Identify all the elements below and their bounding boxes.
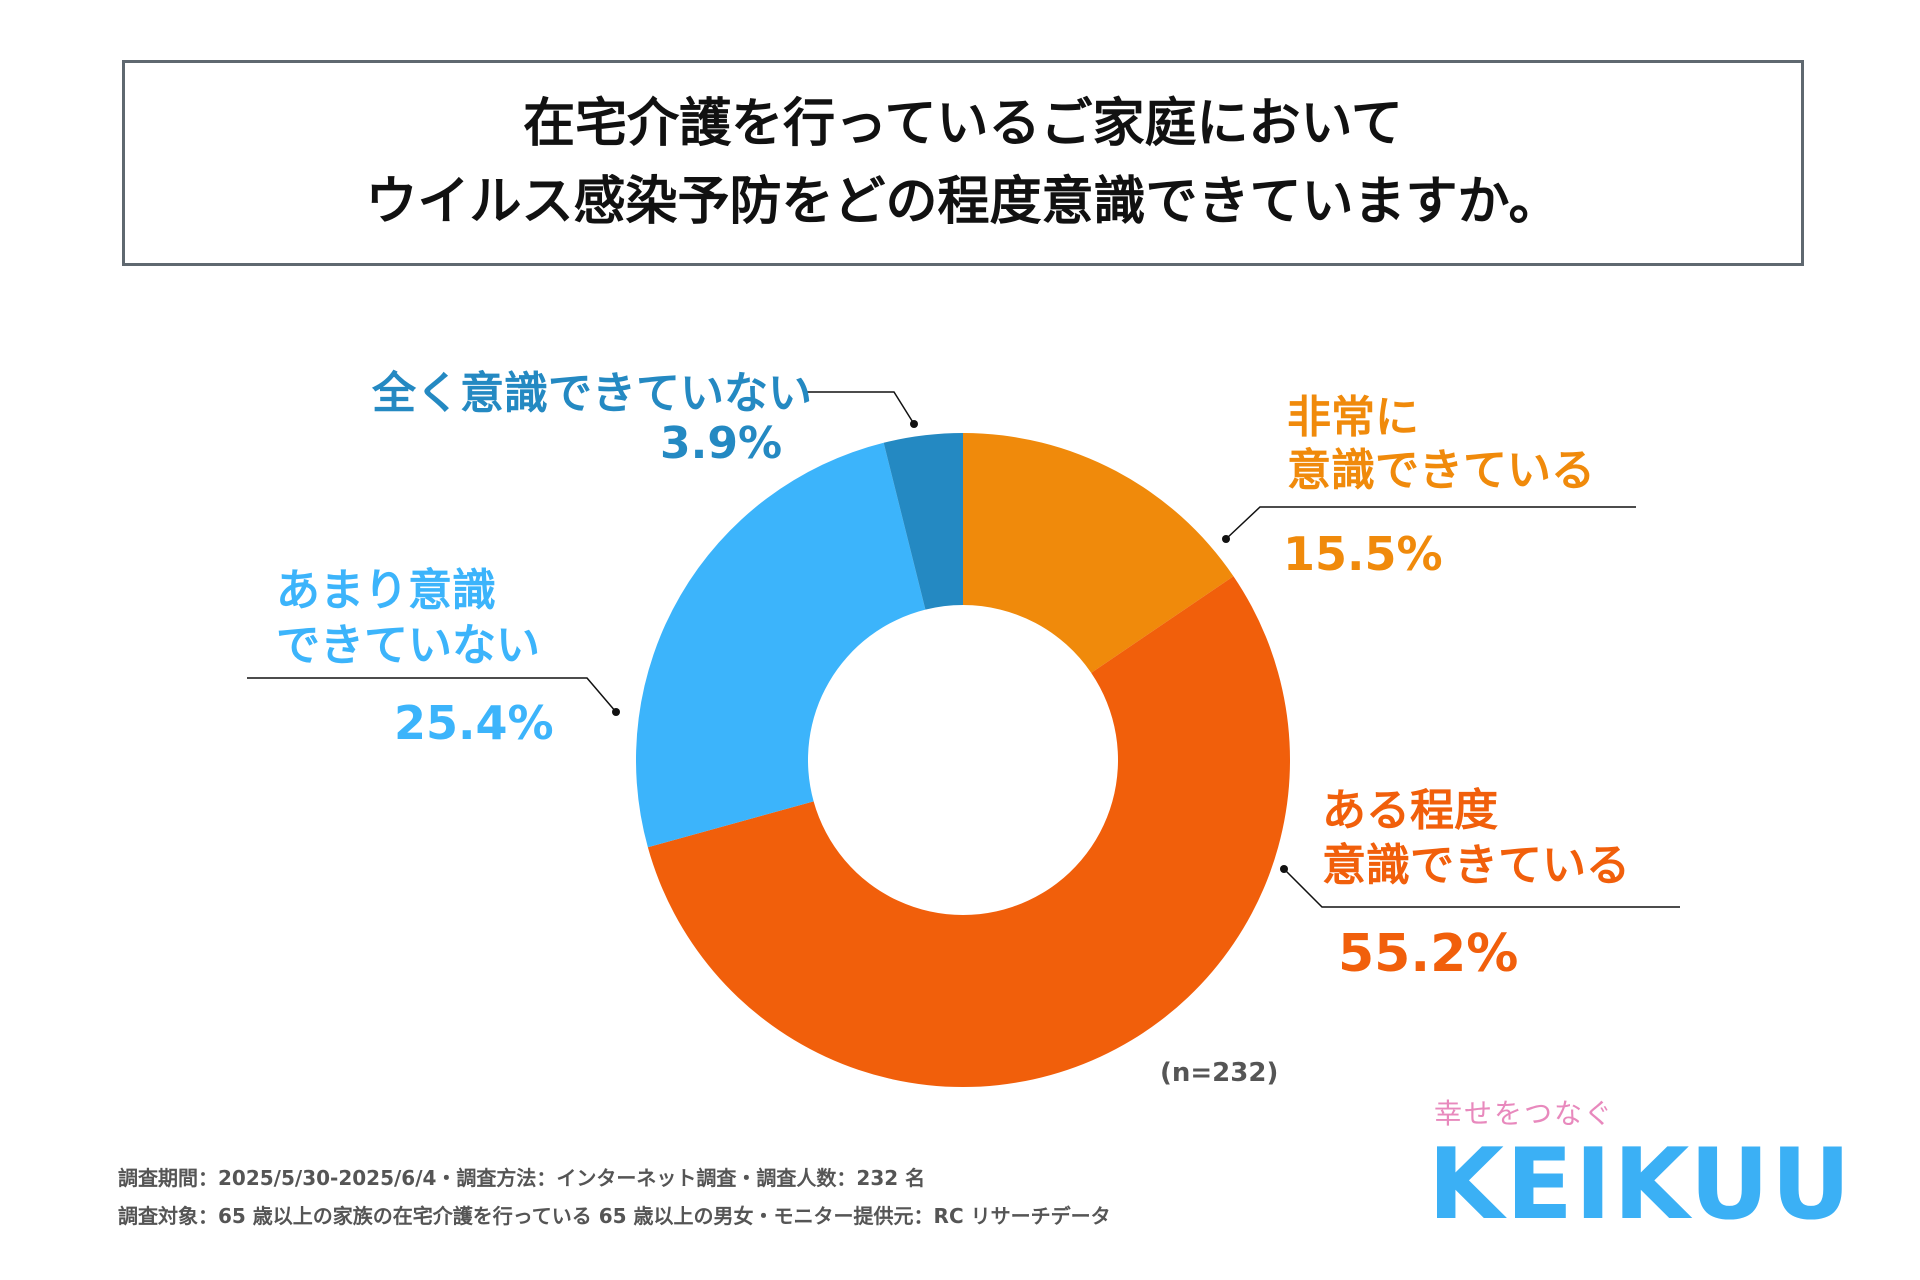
label-somewhat-line2: 意識できている (1322, 840, 1630, 891)
leader-line-notmuch (247, 677, 617, 713)
value-somewhat: 55.2% (1338, 924, 1518, 984)
leader-line-somewhat (1283, 868, 1680, 908)
sample-size-label: (n=232) (1160, 1058, 1279, 1088)
leader-line-very (1225, 506, 1636, 540)
title-line-1: 在宅介護を行っているご家庭において (523, 94, 1403, 154)
donut-slices (636, 433, 1290, 1088)
logo-keikuu: KEIKUU (1428, 1128, 1853, 1242)
leader-dot-somewhat (1280, 865, 1288, 873)
logo-tagline: 幸せをつなぐ (1434, 1097, 1615, 1130)
label-notmuch-line1: あまり意識 (276, 565, 496, 616)
leader-dot-notmuch (612, 708, 620, 716)
value-notmuch: 25.4% (394, 696, 554, 750)
leader-line-none (806, 391, 915, 425)
slice-very-conscious (963, 433, 1234, 673)
footer-survey-target: 調査対象：65 歳以上の家族の在宅介護を行っている 65 歳以上の男女・モニター… (118, 1204, 1111, 1228)
label-group-none: 全く意識できていない 3.9% (371, 368, 918, 469)
footer-survey-period: 調査期間：2025/5/30-2025/6/4・調査方法：インターネット調査・調… (118, 1166, 926, 1190)
label-group-somewhat: ある程度 意識できている 55.2% (1280, 785, 1680, 984)
label-somewhat-line1: ある程度 (1322, 785, 1498, 836)
slice-not-at-all-conscious (883, 433, 963, 610)
leader-dot-none (910, 420, 918, 428)
value-none: 3.9% (660, 418, 782, 469)
label-notmuch-line2: できていない (276, 620, 540, 671)
leader-dot-very (1222, 535, 1230, 543)
label-group-very: 非常に 意識できている 15.5% (1222, 392, 1636, 581)
label-very-line2: 意識できている (1287, 445, 1595, 496)
title-line-2: ウイルス感染予防をどの程度意識できていますか。 (365, 172, 1561, 232)
slice-not-much-conscious (636, 442, 926, 848)
label-group-notmuch: あまり意識 できていない 25.4% (247, 565, 620, 750)
slice-somewhat-conscious (647, 576, 1290, 1088)
label-very-line1: 非常に (1287, 392, 1419, 443)
title-box: 在宅介護を行っているご家庭において ウイルス感染予防をどの程度意識できていますか… (122, 60, 1804, 266)
label-none: 全く意識できていない (371, 368, 812, 419)
value-very: 15.5% (1283, 527, 1443, 581)
